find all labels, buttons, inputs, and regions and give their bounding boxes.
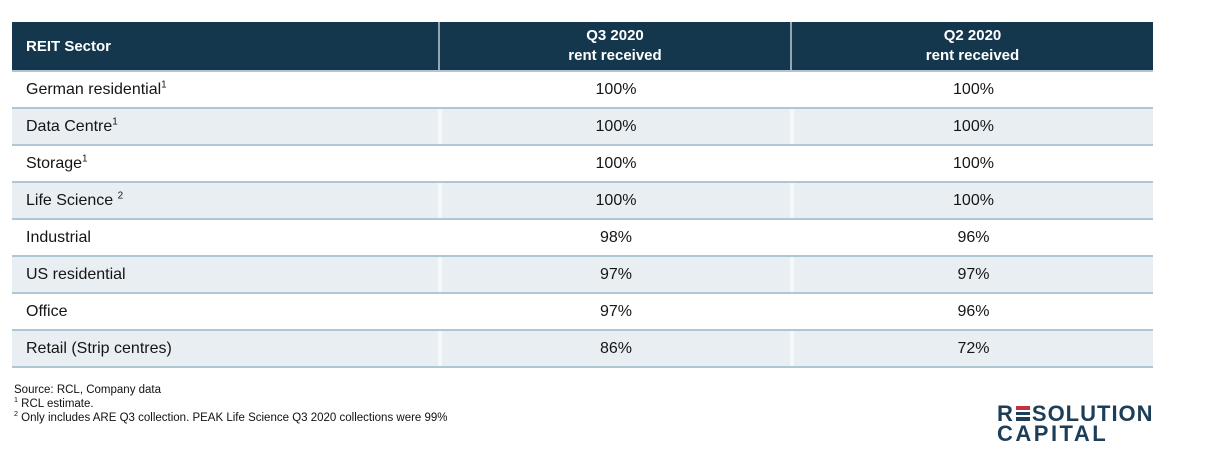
sector-cell: Life Science 2 <box>12 183 438 218</box>
sector-cell: Industrial <box>12 220 438 255</box>
table-row: Office 97% 96% <box>12 292 1153 329</box>
sector-label: US residential <box>26 265 126 283</box>
q2-value-cell: 100% <box>790 183 1153 218</box>
logo-line-resolution: R SOLUTION <box>997 401 1154 426</box>
table-row: Retail (Strip centres) 86% 72% <box>12 329 1153 368</box>
logo-e-icon <box>1015 406 1030 421</box>
sector-label: German residential <box>26 80 162 98</box>
q2-value-cell: 96% <box>957 302 990 320</box>
logo-line-capital: CAPITAL <box>997 421 1109 446</box>
sector-cell: German residential1 <box>12 72 438 107</box>
sector-cell: US residential <box>12 257 438 292</box>
column-header-line1: Q2 2020 <box>943 27 1002 44</box>
footnote-1: 1 RCL estimate. <box>14 397 448 411</box>
footnote-2: 2 Only includes ARE Q3 collection. PEAK … <box>14 411 448 425</box>
footnote-marker: 2 <box>117 190 124 202</box>
footnote-2-text: Only includes ARE Q3 collection. PEAK Li… <box>17 412 448 424</box>
column-header-line2: rent received <box>568 47 662 64</box>
q3-value-cell: 100% <box>438 109 790 144</box>
source-line: Source: RCL, Company data <box>14 384 162 396</box>
rent-received-table: REIT Sector Q3 2020 rent received Q2 202… <box>12 22 1153 368</box>
column-header-q2-2020: Q2 2020 rent received <box>790 22 1153 70</box>
sector-cell: Data Centre1 <box>12 109 438 144</box>
q3-value-cell: 97% <box>599 302 633 320</box>
footnote-marker: 1 <box>82 153 88 165</box>
q2-value-cell: 100% <box>953 154 994 172</box>
q2-value-cell: 100% <box>790 109 1153 144</box>
table-row: Data Centre1 100% 100% <box>12 107 1153 144</box>
sector-label: Life Science <box>26 191 118 209</box>
logo-text: R <box>997 401 1014 426</box>
q3-value-cell: 100% <box>438 183 790 218</box>
q3-value-cell: 100% <box>595 154 637 172</box>
footnotes: Source: RCL, Company data 1 RCL estimate… <box>14 383 448 425</box>
column-header-line2: rent received <box>925 47 1020 64</box>
table-body: German residential1 100% 100% Data Centr… <box>12 70 1153 368</box>
table-header-row: REIT Sector Q3 2020 rent received Q2 202… <box>12 22 1153 70</box>
q2-value-cell: 100% <box>953 80 994 98</box>
table-row: US residential 97% 97% <box>12 255 1153 292</box>
footnote-marker: 2 <box>14 410 18 419</box>
column-header-line1: Q3 2020 <box>586 27 644 44</box>
column-header-reit-sector: REIT Sector <box>12 22 438 70</box>
sector-cell: Retail (Strip centres) <box>12 331 438 366</box>
sector-cell: Office <box>12 294 438 329</box>
q3-value-cell: 100% <box>595 80 637 98</box>
sector-label: Data Centre <box>26 117 113 135</box>
q2-value-cell: 96% <box>957 228 990 246</box>
q2-value-cell: 72% <box>790 331 1153 366</box>
q2-value-cell: 97% <box>790 257 1153 292</box>
q3-value-cell: 86% <box>438 331 790 366</box>
footnote-marker: 1 <box>14 396 18 405</box>
column-header-q3-2020: Q3 2020 rent received <box>438 22 790 70</box>
table-row: Storage1 100% 100% <box>12 144 1153 181</box>
sector-label: Industrial <box>26 228 91 246</box>
q3-value-cell: 98% <box>599 228 633 246</box>
footnote-marker: 1 <box>161 79 167 91</box>
table-row: German residential1 100% 100% <box>12 70 1153 107</box>
sector-cell: Storage1 <box>12 146 438 181</box>
sector-label: Storage <box>26 154 83 172</box>
footnote-1-text: RCL estimate. <box>17 398 94 410</box>
table-row: Industrial 98% 96% <box>12 218 1153 255</box>
resolution-capital-logo: R SOLUTION CAPITAL <box>997 401 1154 446</box>
logo-text: SOLUTION <box>1031 401 1154 426</box>
column-header-label: REIT Sector <box>26 37 112 55</box>
sector-label: Retail (Strip centres) <box>26 339 172 357</box>
q3-value-cell: 97% <box>438 257 790 292</box>
sector-label: Office <box>26 302 68 320</box>
table-row: Life Science 2 100% 100% <box>12 181 1153 218</box>
footnote-marker: 1 <box>112 116 118 128</box>
